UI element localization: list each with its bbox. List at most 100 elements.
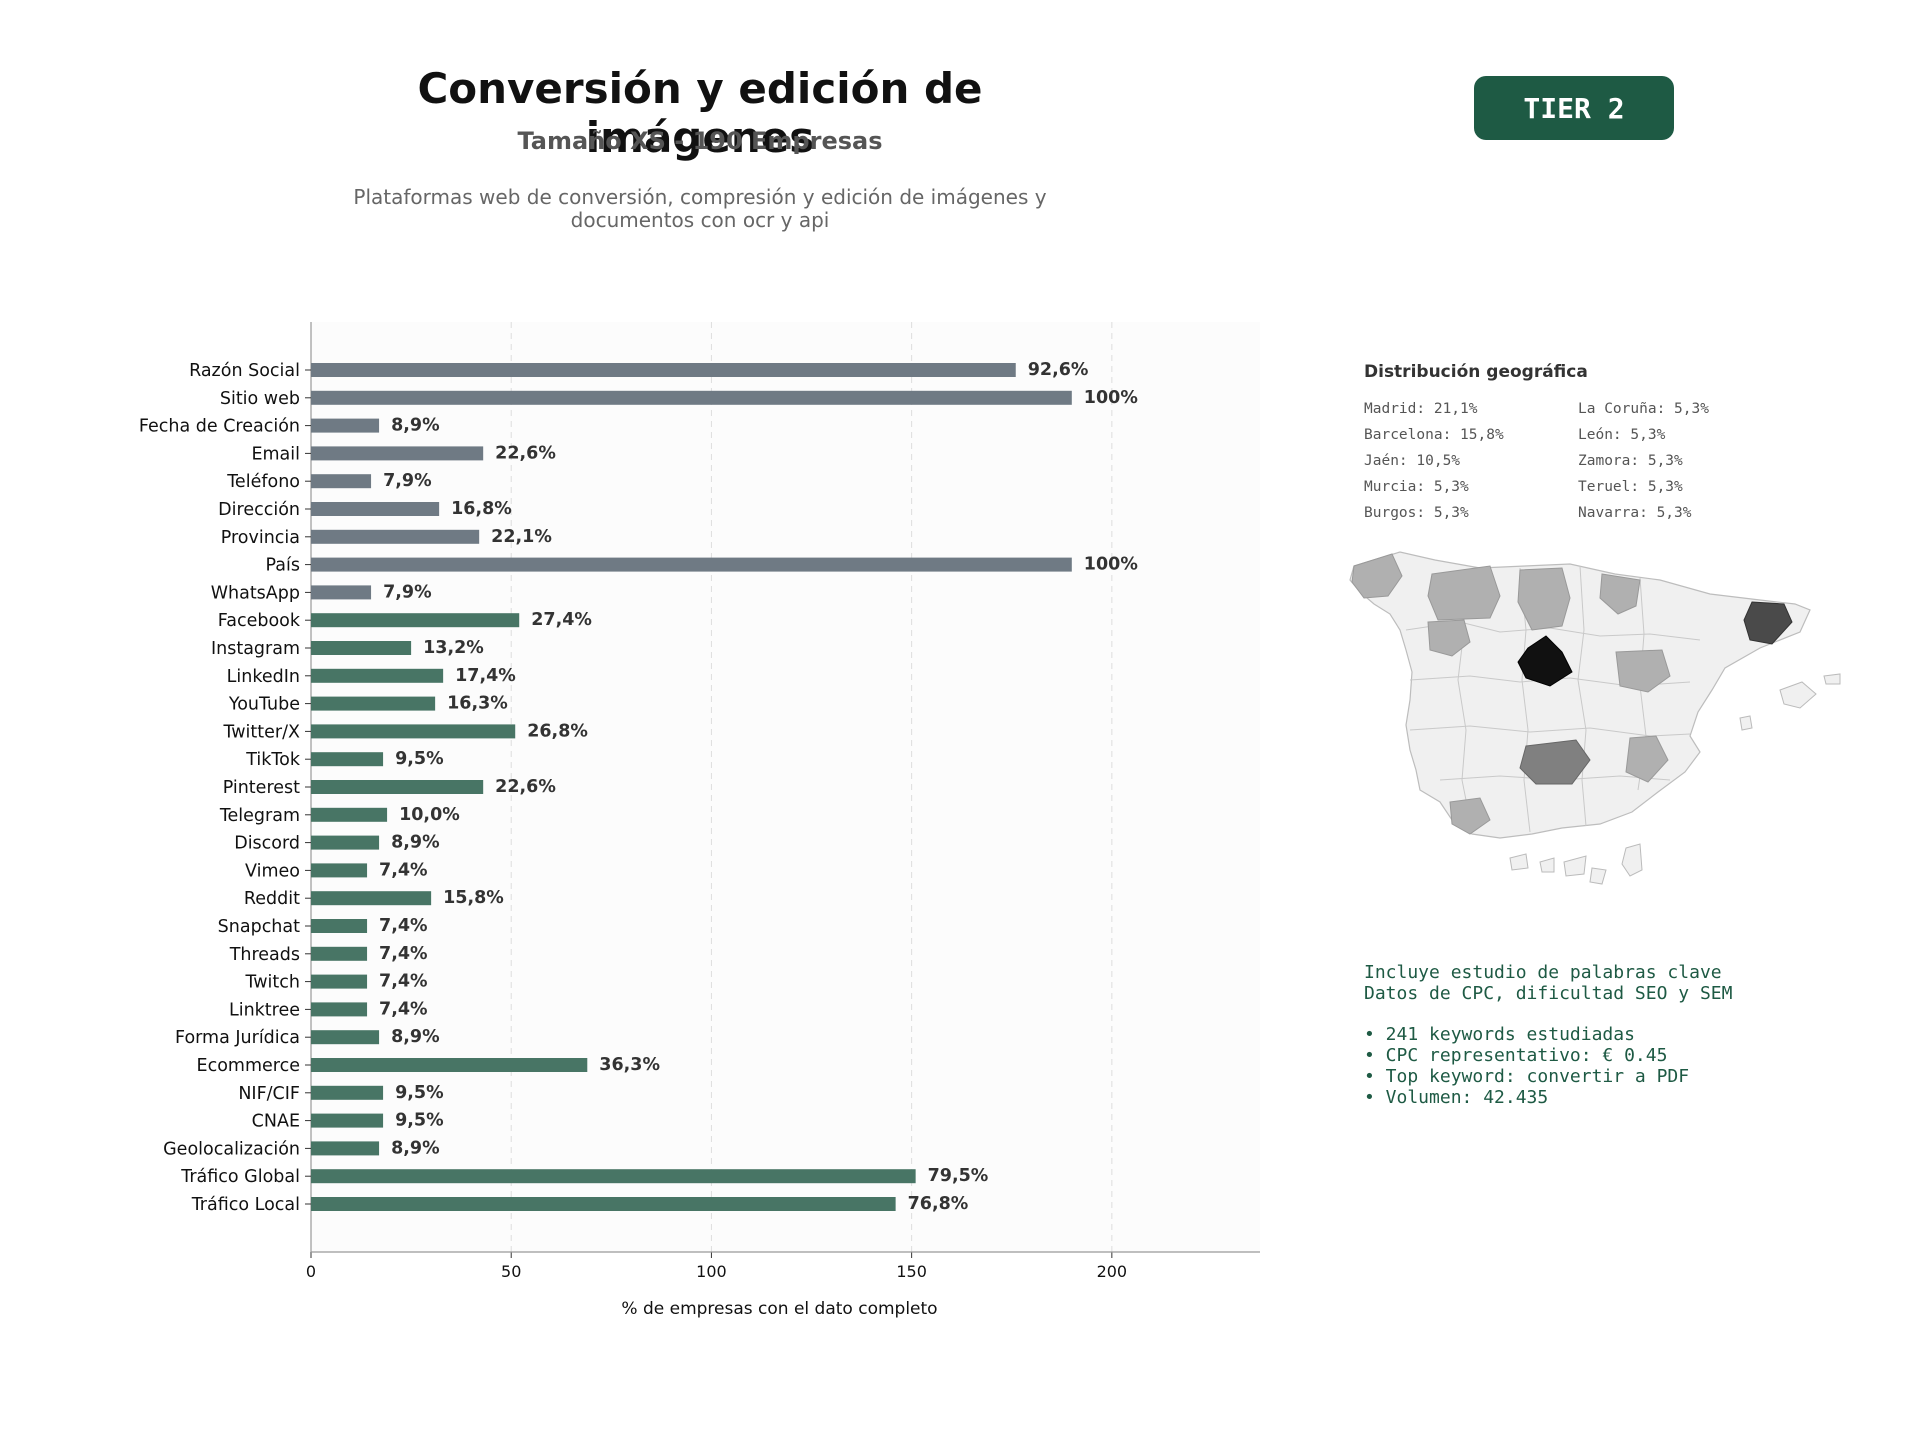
bar (311, 974, 368, 989)
map-menorca (1823, 673, 1841, 685)
category-label: LinkedIn (227, 667, 300, 687)
bar (311, 1169, 916, 1184)
category-label: NIF/CIF (238, 1084, 300, 1104)
map-canary-5 (1621, 843, 1643, 877)
map-canary-3 (1563, 855, 1587, 877)
bar (311, 613, 520, 628)
bar (311, 1002, 368, 1017)
description: Plataformas web de conversión, compresió… (310, 186, 1090, 232)
bar-value-label: 7,4% (379, 999, 428, 1019)
category-label: Forma Jurídica (175, 1028, 300, 1048)
map-murcia (1625, 735, 1669, 783)
x-tick-label: 150 (896, 1262, 927, 1281)
bar (311, 807, 388, 822)
category-label: Tráfico Local (191, 1195, 300, 1215)
map-canary-4 (1589, 867, 1607, 885)
x-tick-label: 100 (696, 1262, 727, 1281)
category-label: CNAE (252, 1112, 300, 1132)
bar (311, 1058, 588, 1072)
bar-value-label: 8,9% (391, 416, 440, 436)
map-barcelona (1743, 601, 1793, 645)
map-navarra (1599, 573, 1641, 615)
bar-value-label: 79,5% (928, 1166, 989, 1186)
map-teruel (1615, 649, 1671, 693)
category-label: Vimeo (245, 861, 300, 881)
category-label: Ecommerce (197, 1056, 300, 1076)
bar (311, 502, 440, 516)
bar (311, 780, 484, 794)
geo-item: Madrid: 21,1% (1364, 401, 1478, 417)
geo-item: Navarra: 5,3% (1578, 505, 1692, 521)
bar-value-label: 26,8% (527, 721, 588, 741)
page-subtitle: Tamaño XS - 190 Empresas (517, 127, 883, 155)
bar (311, 696, 436, 711)
bar (311, 418, 380, 433)
map-jaen (1519, 739, 1591, 785)
category-label: Tráfico Global (180, 1167, 300, 1187)
seo-bullet: • 241 keywords estudiadas (1364, 1024, 1635, 1045)
bar-value-label: 100% (1084, 388, 1138, 408)
geo-item: León: 5,3% (1578, 427, 1666, 443)
bar (311, 1141, 380, 1156)
bar (311, 668, 444, 683)
bar-value-label: 22,6% (495, 443, 556, 463)
bar (311, 863, 368, 878)
bar-value-label: 36,3% (599, 1055, 660, 1075)
bar-value-label: 7,9% (383, 471, 432, 491)
bar (311, 557, 1072, 572)
category-label: Sitio web (220, 389, 300, 409)
map-leon (1427, 565, 1501, 621)
bar-value-label: 15,8% (443, 888, 504, 908)
bar-value-label: 13,2% (423, 638, 484, 658)
map-ibiza (1739, 715, 1753, 731)
category-label: Fecha de Creación (139, 417, 300, 437)
map-canary-2 (1539, 857, 1555, 873)
seo-bullet: • Volumen: 42.435 (1364, 1087, 1549, 1108)
bar-value-label: 7,4% (379, 944, 428, 964)
category-label: YouTube (228, 695, 300, 715)
bar (311, 363, 1016, 377)
bar-value-label: 16,8% (451, 499, 512, 519)
bar (311, 1113, 384, 1128)
x-tick-label: 200 (1097, 1262, 1128, 1281)
bar (311, 891, 432, 906)
description-line-2: documentos con ocr y api (570, 208, 830, 232)
bar (311, 446, 484, 461)
bar (311, 1085, 384, 1100)
map-la-coruna (1351, 553, 1403, 599)
bar-value-label: 27,4% (531, 610, 592, 630)
category-label: Teléfono (226, 472, 300, 492)
bar (311, 946, 368, 961)
bar (311, 390, 1072, 405)
bar (311, 1197, 896, 1211)
geo-item: Barcelona: 15,8% (1364, 427, 1504, 443)
map-mallorca (1779, 681, 1817, 709)
bar-value-label: 7,4% (379, 860, 428, 880)
bar-value-label: 10,0% (399, 805, 460, 825)
bar-value-label: 8,9% (391, 833, 440, 853)
category-label: Twitch (244, 973, 300, 993)
bar-value-label: 9,5% (395, 1111, 444, 1131)
x-tick-label: 0 (306, 1262, 316, 1281)
category-label: Instagram (211, 639, 300, 659)
category-label: Linktree (229, 1000, 300, 1020)
bar-value-label: 22,1% (491, 527, 552, 547)
category-label: Pinterest (223, 778, 300, 798)
seo-info: Incluye estudio de palabras clave Datos … (1364, 962, 1732, 1108)
geo-item: Burgos: 5,3% (1364, 505, 1469, 521)
seo-bullet: • Top keyword: convertir a PDF (1364, 1066, 1690, 1087)
category-label: Telegram (219, 806, 300, 826)
geo-item: Murcia: 5,3% (1364, 479, 1469, 495)
category-label: Email (251, 444, 300, 464)
bar-value-label: 100% (1084, 555, 1138, 575)
seo-line-1: Incluye estudio de palabras clave (1364, 962, 1722, 983)
bar-value-label: 7,9% (383, 582, 432, 602)
map-madrid (1517, 635, 1573, 687)
bar (311, 474, 372, 489)
geo-item: Zamora: 5,3% (1578, 453, 1683, 469)
category-label: Twitter/X (222, 722, 300, 742)
category-label: Geolocalización (163, 1139, 300, 1159)
seo-line-2: Datos de CPC, dificultad SEO y SEM (1364, 983, 1733, 1004)
tier-badge: TIER 2 (1474, 76, 1674, 140)
geo-title: Distribución geográfica (1364, 362, 1588, 382)
